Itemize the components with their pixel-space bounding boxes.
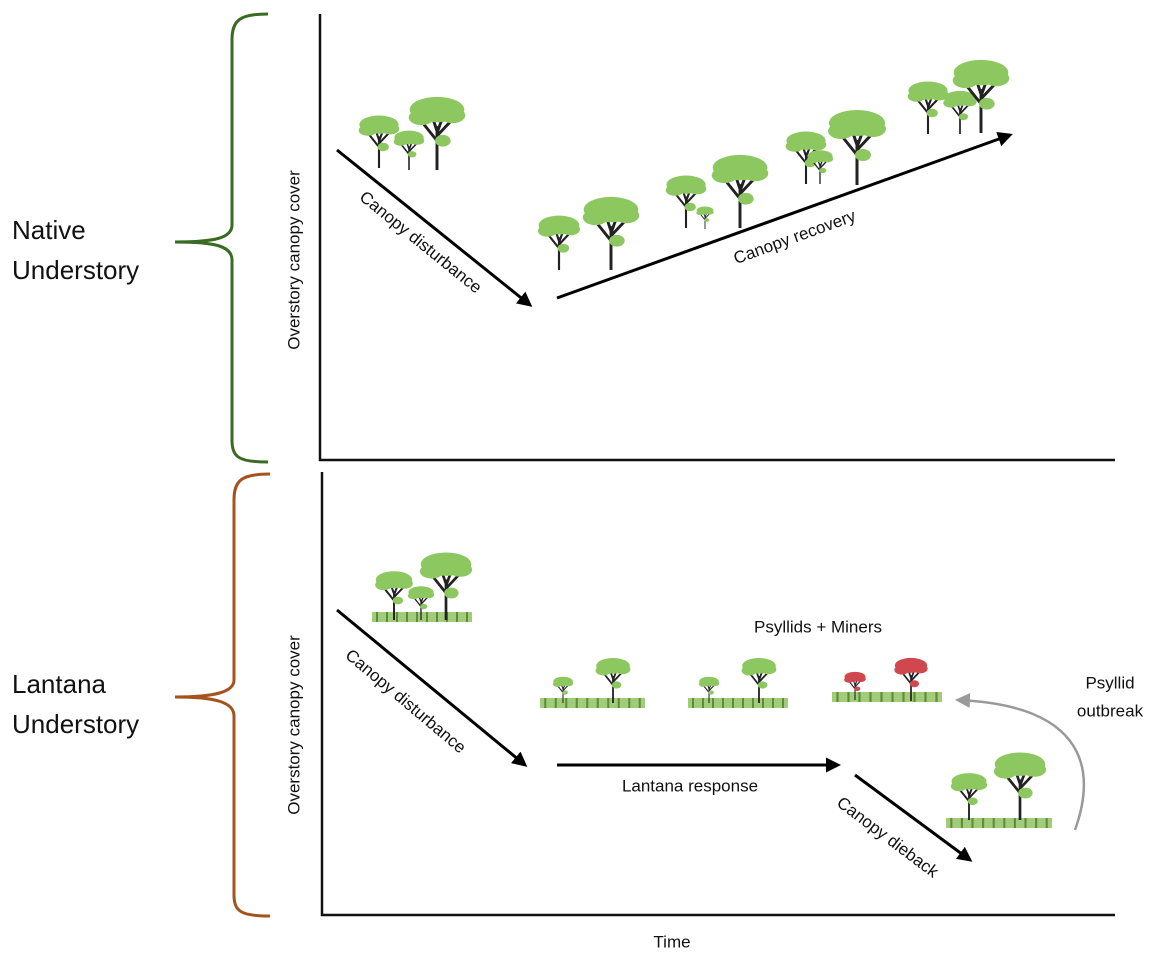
y-axis-label: Overstory canopy cover: [284, 635, 303, 815]
y-axis-label: Overstory canopy cover: [284, 170, 303, 350]
arrow-label: Canopy disturbance: [356, 187, 485, 297]
arrow-label: Canopy dieback: [833, 793, 942, 882]
arrow-label: Canopy recovery: [731, 206, 859, 268]
arrow: [337, 150, 530, 305]
grass: [372, 612, 1052, 828]
panel-label: Lantana: [12, 669, 107, 699]
arrow-label: Lantana response: [622, 776, 758, 795]
arrow: [337, 610, 525, 765]
panel-label: Understory: [12, 709, 139, 739]
bracket: [175, 14, 268, 462]
axes: [322, 472, 1115, 915]
annotation: outbreak: [1077, 701, 1144, 720]
annotation: Psyllid: [1085, 673, 1134, 692]
diagram: Native Understory Overstory canopy cover…: [0, 0, 1167, 956]
x-axis-label: Time: [653, 932, 690, 951]
panel-label: Understory: [12, 255, 139, 285]
panel-label: Native: [12, 215, 86, 245]
bracket: [175, 474, 270, 916]
annotation: Psyllids + Miners: [754, 617, 882, 636]
arrow-label: Canopy disturbance: [342, 645, 470, 757]
trees: [359, 60, 1010, 270]
